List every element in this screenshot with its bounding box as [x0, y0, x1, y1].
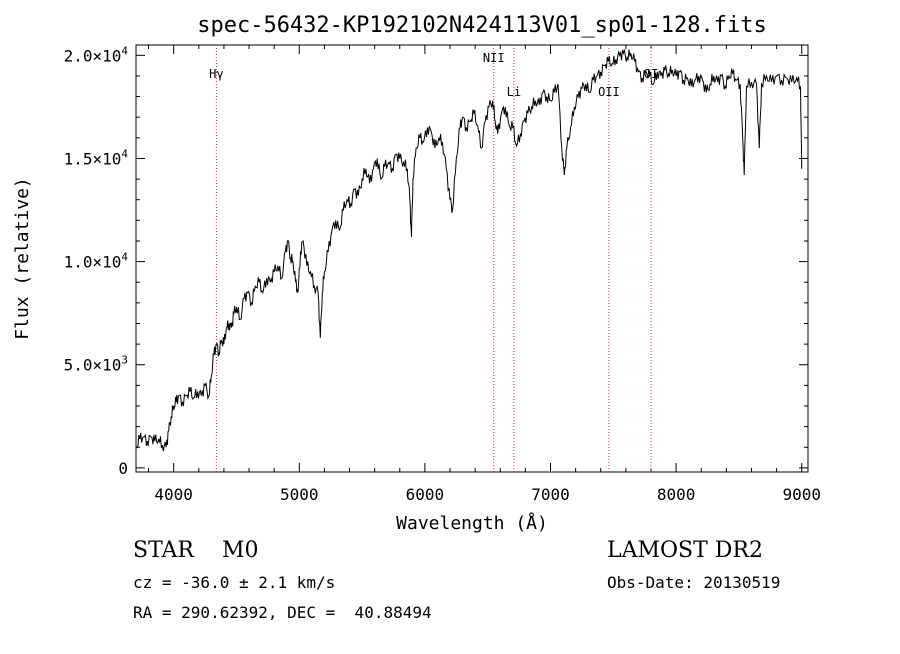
- emission-line-label: Li: [507, 85, 521, 99]
- y-tick-label: 1.0×104: [64, 251, 129, 272]
- emission-line-label: Hγ: [209, 67, 223, 81]
- redshift-text: cz = -36.0 ± 2.1 km/s: [133, 573, 336, 592]
- chart-title: spec-56432-KP192102N424113V01_sp01-128.f…: [197, 13, 767, 38]
- x-tick-label: 5000: [280, 485, 319, 504]
- y-tick-label: 1.5×104: [64, 147, 129, 168]
- spectrum-line: [135, 49, 803, 452]
- plot-frame: [135, 44, 809, 473]
- coords-text: RA = 290.62392, DEC = 40.88494: [133, 603, 432, 622]
- y-tick-label: 0: [118, 459, 128, 478]
- x-tick-label: 4000: [154, 485, 193, 504]
- x-tick-label: 7000: [531, 485, 570, 504]
- object-class: STAR M0: [133, 538, 259, 563]
- x-tick-label: 9000: [782, 485, 821, 504]
- y-axis-label: Flux (relative): [12, 177, 33, 340]
- obs-date-text: Obs-Date: 20130519: [607, 573, 781, 592]
- emission-line-label: NII: [483, 51, 505, 65]
- emission-line-label: OII: [598, 85, 620, 99]
- y-tick-label: 2.0×104: [64, 44, 129, 65]
- x-tick-label: 8000: [657, 485, 696, 504]
- y-tick-label: 5.0×103: [64, 354, 128, 375]
- x-axis-label: Wavelength (Å): [396, 512, 548, 534]
- x-tick-label: 6000: [406, 485, 445, 504]
- survey-label: LAMOST DR2: [607, 538, 763, 563]
